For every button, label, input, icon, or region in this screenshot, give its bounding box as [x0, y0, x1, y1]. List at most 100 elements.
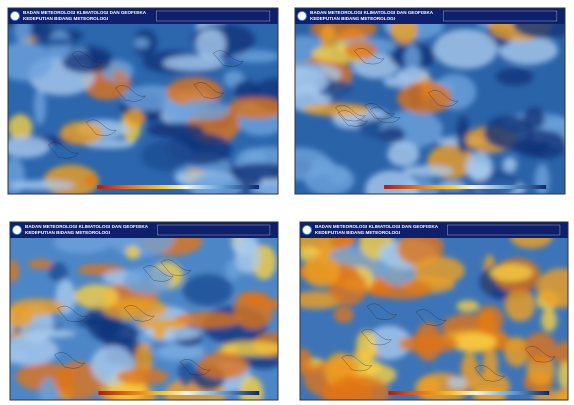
field-patch [541, 308, 558, 332]
header-title: BADAN METEOROLOGI KLIMATOLOGI DAN GEOFIS… [315, 224, 439, 229]
field-patch [303, 254, 341, 288]
coastline [54, 352, 86, 369]
header-info [157, 224, 271, 236]
field-patch [56, 361, 103, 400]
coastline [361, 328, 393, 346]
field-patch [27, 259, 54, 269]
field-patch [195, 28, 227, 60]
panel-border [7, 7, 279, 195]
field-patch [482, 349, 499, 380]
map-panel: BADAN METEOROLOGI KLIMATOLOGI DAN GEOFIS… [294, 7, 566, 195]
coastline [85, 119, 117, 136]
panel-border [299, 221, 569, 401]
field-patch [333, 306, 354, 323]
map-area [295, 8, 565, 194]
coastline [415, 309, 447, 326]
map-area [10, 222, 278, 400]
field-patch [8, 157, 25, 194]
field-patch [166, 77, 223, 107]
field-patch [502, 156, 518, 173]
header-bar [295, 8, 565, 24]
field-patch [97, 322, 140, 345]
field-patch [9, 180, 75, 191]
panel-border [9, 221, 279, 401]
field-patch [8, 136, 50, 158]
map-area [300, 222, 568, 400]
map-field [8, 13, 278, 194]
map-panel: BADAN METEOROLOGI KLIMATOLOGI DAN GEOFIS… [299, 221, 569, 401]
field-patch [320, 25, 336, 50]
field-patch [467, 161, 490, 179]
coastline [123, 305, 155, 322]
header-subtitle: KEDEPUTIAN BIDANG METEOROLOGI [315, 230, 400, 235]
field-patch [123, 266, 173, 295]
field-patch [534, 163, 550, 194]
field-patch [146, 122, 205, 139]
field-patch [233, 291, 274, 330]
colorbar [388, 391, 550, 395]
coastline [193, 82, 225, 99]
field-patch [113, 71, 126, 81]
field-patch [31, 37, 79, 47]
field-patch [10, 335, 59, 366]
map-panel: BADAN METEOROLOGI KLIMATOLOGI DAN GEOFIS… [9, 221, 279, 401]
field-patch [413, 256, 465, 285]
coastline [353, 47, 385, 65]
field-patch [395, 67, 430, 83]
field-patch [498, 35, 558, 65]
header-info [443, 10, 558, 22]
coastline [71, 51, 103, 68]
field-patch [456, 300, 480, 312]
map-field [10, 222, 278, 400]
field-patch [227, 97, 278, 119]
field-patch [504, 336, 530, 367]
field-patch [221, 340, 278, 357]
field-patch [134, 342, 153, 377]
coastline [337, 110, 369, 127]
map-field [295, 9, 565, 194]
field-patch [33, 87, 47, 125]
header-subtitle: KEDEPUTIAN BIDANG METEOROLOGI [310, 16, 395, 21]
field-patch [141, 139, 193, 172]
field-patch [373, 279, 432, 300]
coastline [369, 106, 401, 124]
map-panel: BADAN METEOROLOGI KLIMATOLOGI DAN GEOFIS… [7, 7, 279, 195]
field-patch [328, 270, 368, 306]
field-patch [447, 377, 468, 388]
coastline [335, 104, 367, 122]
field-patch [456, 115, 471, 154]
field-patch [182, 274, 233, 307]
header-bar [10, 222, 278, 238]
field-patch [303, 103, 370, 117]
panel-border [294, 7, 566, 195]
field-patch [39, 377, 58, 400]
logo [297, 11, 307, 21]
header-bar [8, 8, 278, 24]
colorbar [98, 391, 260, 395]
field-patch [553, 341, 568, 367]
map-area [8, 8, 278, 194]
field-patch [344, 41, 378, 60]
field-patch [116, 368, 169, 386]
field-patch [125, 245, 141, 260]
header-title: BADAN METEOROLOGI KLIMATOLOGI DAN GEOFIS… [25, 224, 149, 229]
field-patch [450, 333, 497, 353]
field-patch [8, 114, 33, 141]
field-patch [404, 44, 421, 73]
colorbar [97, 185, 260, 189]
coastline [341, 354, 373, 372]
field-patch [402, 165, 454, 178]
header-bar [300, 222, 568, 238]
coastline [160, 259, 192, 276]
logo [12, 225, 22, 235]
logo [10, 11, 20, 21]
coastline [524, 346, 556, 363]
field-patch [229, 163, 278, 181]
field-patch [495, 67, 534, 86]
field-patch [10, 298, 65, 316]
field-patch [328, 375, 390, 400]
coastline [212, 50, 244, 67]
field-patch [133, 37, 150, 49]
field-patch [387, 141, 420, 167]
